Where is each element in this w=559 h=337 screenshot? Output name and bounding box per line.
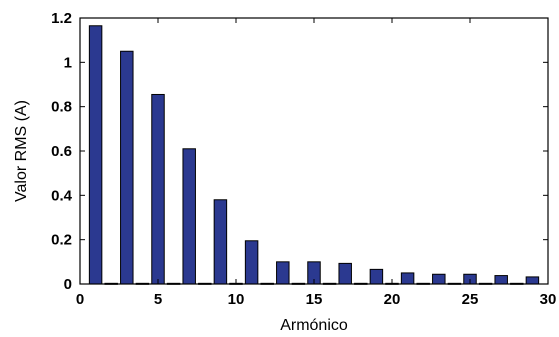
bar-harmonic-21 <box>400 272 415 285</box>
y-tick-label: 1.2 <box>51 10 72 27</box>
x-tick-label: 0 <box>76 291 84 308</box>
x-axis: 0 5 10 15 20 25 30 <box>76 18 557 308</box>
bar-harmonic-1 <box>88 25 103 285</box>
bar-harmonic-29 <box>525 276 540 285</box>
y-tick-label: 1 <box>64 54 72 71</box>
y-tick-label: 0.8 <box>51 99 72 116</box>
x-tick-label: 5 <box>154 291 162 308</box>
bar-harmonic-19 <box>369 268 384 285</box>
bars-group <box>88 25 540 285</box>
x-tick-label: 15 <box>306 291 323 308</box>
x-axis-title: Armónico <box>280 317 348 334</box>
y-tick-label: 0.6 <box>51 143 72 160</box>
y-tick-label: 0.4 <box>51 187 73 204</box>
x-tick-label: 10 <box>228 291 245 308</box>
x-tick-label: 30 <box>540 291 557 308</box>
y-tick-label: 0.2 <box>51 232 72 249</box>
x-tick-label: 25 <box>462 291 479 308</box>
bar-harmonic-5 <box>151 93 165 285</box>
x-tick-label: 20 <box>384 291 401 308</box>
y-axis-title: Valor RMS (A) <box>13 100 30 202</box>
bar-harmonic-13 <box>276 261 290 285</box>
bar-harmonic-23 <box>432 273 446 285</box>
bar-harmonic-9 <box>213 199 228 285</box>
bar-harmonic-27 <box>494 275 508 285</box>
bar-harmonic-17 <box>338 262 352 285</box>
y-tick-label: 0 <box>64 276 72 293</box>
bar-harmonic-3 <box>120 50 134 285</box>
bar-harmonic-7 <box>182 148 196 285</box>
bar-harmonic-11 <box>244 240 259 285</box>
y-axis: 0 0.2 0.4 0.6 0.8 1 1.2 <box>51 10 548 293</box>
